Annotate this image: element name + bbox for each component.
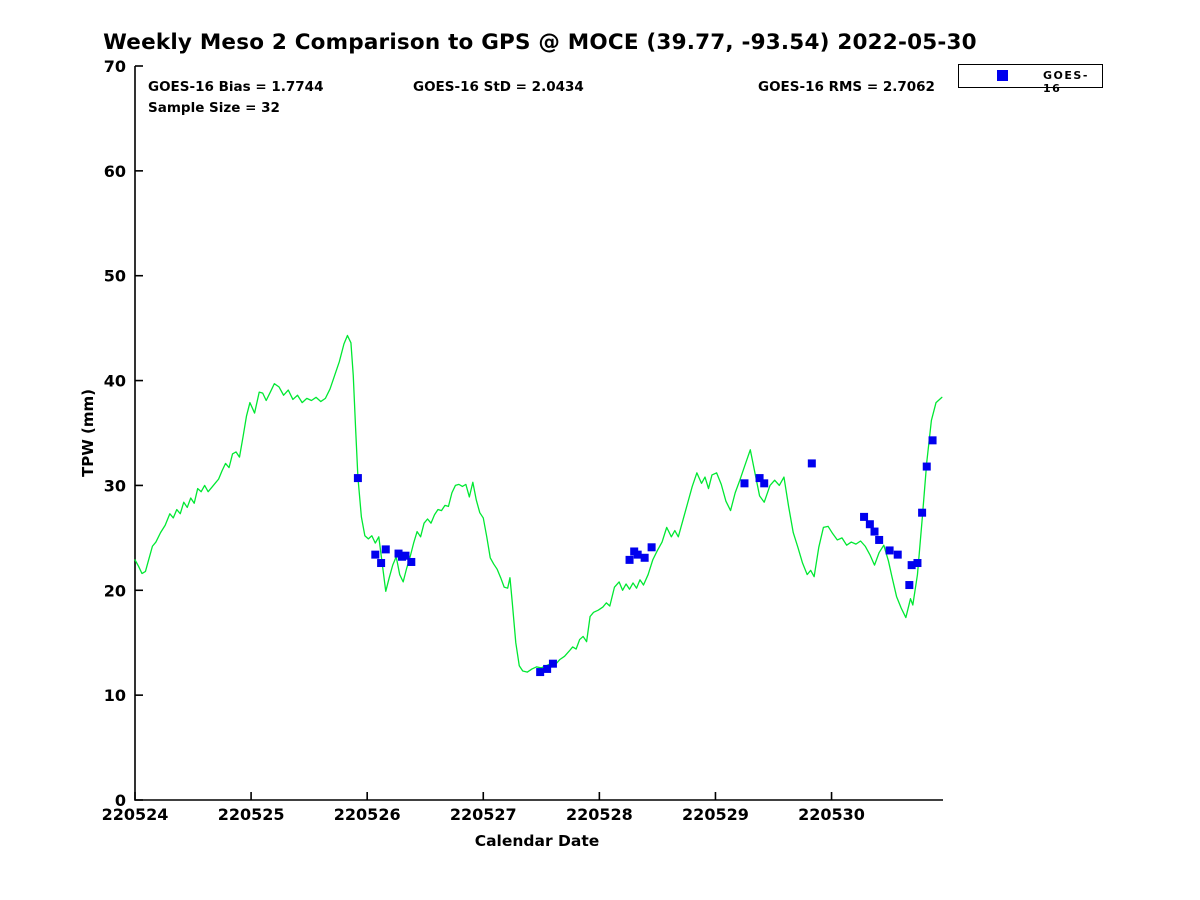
goes16-marker xyxy=(647,543,656,552)
y-tick-label: 30 xyxy=(104,476,126,495)
goes16-marker xyxy=(353,474,362,483)
goes16-marker xyxy=(860,512,869,521)
goes16-marker xyxy=(807,459,816,468)
x-tick-label: 220530 xyxy=(798,805,865,824)
legend-goes16-label: GOES-16 xyxy=(1043,69,1089,95)
goes16-marker xyxy=(548,659,557,668)
goes16-marker xyxy=(922,462,931,471)
y-tick-label: 50 xyxy=(104,267,126,286)
goes16-marker xyxy=(870,527,879,536)
x-tick-label: 220529 xyxy=(682,805,749,824)
goes16-marker xyxy=(371,550,380,559)
x-axis-label: Calendar Date xyxy=(474,832,600,850)
stat-rms: GOES-16 RMS = 2.7062 xyxy=(758,79,935,95)
y-tick-label: 60 xyxy=(104,162,126,181)
goes16-marker xyxy=(928,436,937,445)
y-tick-label: 20 xyxy=(104,581,126,600)
y-tick-label: 40 xyxy=(104,372,126,391)
goes16-marker xyxy=(377,559,386,568)
goes16-marker xyxy=(885,546,894,555)
legend-goes16-square-icon xyxy=(997,70,1008,81)
x-tick-label: 220526 xyxy=(334,805,401,824)
y-axis-label: TPW (mm) xyxy=(79,389,97,477)
goes16-marker xyxy=(918,508,927,517)
goes16-marker xyxy=(907,561,916,570)
x-tick-label: 220525 xyxy=(218,805,285,824)
goes16-marker xyxy=(760,479,769,488)
y-tick-label: 0 xyxy=(115,791,126,810)
x-tick-label: 220524 xyxy=(102,805,169,824)
goes16-marker xyxy=(401,551,410,560)
goes16-marker xyxy=(740,479,749,488)
y-tick-label: 70 xyxy=(104,57,126,76)
stat-sample-size: Sample Size = 32 xyxy=(148,100,280,116)
goes16-marker xyxy=(755,474,764,483)
goes16-marker xyxy=(875,535,884,544)
goes16-marker xyxy=(913,559,922,568)
goes16-marker xyxy=(633,550,642,559)
goes16-marker xyxy=(536,668,545,677)
gps-line xyxy=(134,334,943,673)
goes16-marker xyxy=(905,581,914,590)
goes16-marker xyxy=(640,553,649,562)
x-tick-label: 220527 xyxy=(450,805,517,824)
y-tick-label: 10 xyxy=(104,686,126,705)
stat-std: GOES-16 StD = 2.0434 xyxy=(413,79,584,95)
x-tick-label: 220528 xyxy=(566,805,633,824)
goes16-marker xyxy=(543,664,552,673)
goes16-marker xyxy=(407,557,416,566)
axis-lines xyxy=(134,66,943,801)
goes16-marker xyxy=(381,545,390,554)
legend: GOES-16 xyxy=(958,64,1103,95)
goes16-marker xyxy=(893,550,902,559)
stat-bias: GOES-16 Bias = 1.7744 xyxy=(148,79,324,95)
goes16-marker xyxy=(865,520,874,529)
page-title: Weekly Meso 2 Comparison to GPS @ MOCE (… xyxy=(103,30,977,55)
goes16-marker xyxy=(625,555,634,564)
